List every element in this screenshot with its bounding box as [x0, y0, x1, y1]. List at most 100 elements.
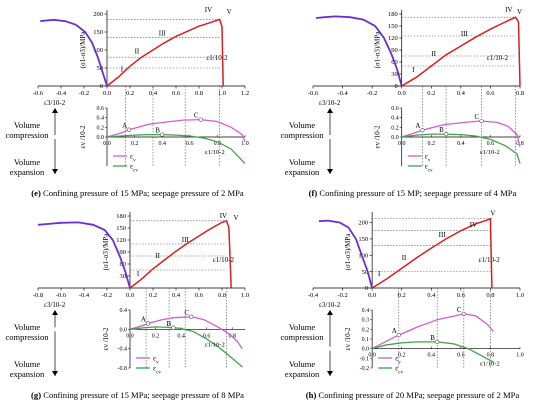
x-tick-label: -0.2	[79, 90, 89, 97]
vol-y-tick-label: 0.4	[120, 308, 128, 314]
legend-ev-label: εv	[425, 152, 431, 164]
chart-panel-f: -0.6 -0.4 -0.2 0.0 0.2 0.4 0.6 0.8 0 30 60 90 120 150…	[275, 0, 550, 202]
stage-label: IV	[470, 221, 477, 229]
axial-strain-curve	[106, 18, 224, 87]
vol-y-tick-label: 0.4	[97, 116, 105, 122]
y-axis-label: (σ1-σ3)/MPa	[344, 233, 352, 271]
y-tick-label: 0	[394, 83, 397, 90]
vol-y-tick-label: -0.1	[360, 356, 370, 362]
x-axis-label-right: ε1/10-2	[213, 256, 235, 264]
vol-x-tick-label: 0.0	[126, 333, 134, 339]
characteristic-point	[160, 132, 165, 137]
axial-strain-curve	[371, 217, 493, 289]
x-tick-label: -0.2	[102, 292, 112, 299]
vol-y-tick-label: 0.4	[362, 308, 370, 314]
x-axis-label-left: ε3/10-2	[44, 301, 66, 309]
caption-g: (g) Confining pressure of 15 MPa; seepag…	[31, 390, 244, 400]
vol-x-tick-label: 0.0	[398, 141, 406, 147]
chart-panel-h: -0.4 -0.2 0.0 0.2 0.4 0.6 0.8 1.0 0 50 100 150 200 (σ…	[275, 202, 550, 404]
legend-ev-label: εv	[153, 354, 159, 366]
expansion-arrowhead	[327, 169, 333, 174]
volumetric-strain-curve	[129, 316, 243, 350]
characteristic-point-label: A	[392, 327, 397, 335]
stage-label: II	[155, 252, 160, 260]
volume-compression-label: Volume compression	[5, 322, 49, 342]
x-tick-label: -0.4	[79, 292, 90, 299]
stage-label: II	[402, 254, 407, 262]
y-tick-label: 200	[358, 220, 368, 227]
volumetric-strain-curve	[371, 313, 494, 350]
crack-volumetric-strain-curve	[401, 133, 521, 164]
vol-y-tick-label: 0.4	[391, 116, 399, 122]
volume-compression-label: Volume compression	[280, 322, 324, 342]
vol-x-tick-label: 0.0	[103, 141, 111, 147]
vol-x-axis-label: ε1/10-2	[480, 361, 500, 368]
x-tick-label: 0.6	[195, 292, 204, 299]
volume-expansion-label: Volume expansion	[284, 359, 320, 379]
x-tick-label: 1.0	[218, 90, 226, 97]
vol-x-tick-label: 0.8	[487, 353, 495, 359]
axial-strain-curve	[401, 16, 521, 87]
stage-label: V	[490, 210, 495, 218]
characteristic-point	[171, 325, 176, 330]
vol-y-axis-label: εv /10-2	[344, 327, 352, 350]
vol-x-tick-label: 0.6	[186, 141, 194, 147]
characteristic-point	[198, 117, 203, 122]
vol-x-tick-label: 1.0	[241, 141, 249, 147]
characteristic-point-label: B	[155, 127, 160, 135]
characteristic-point	[461, 311, 466, 316]
vol-y-tick-label: 0.3	[362, 318, 370, 324]
x-tick-label: 0.4	[149, 90, 158, 97]
characteristic-point	[396, 333, 401, 338]
vol-y-tick-label: 0.2	[362, 327, 370, 333]
x-axis-label-left: ε3/10-2	[319, 99, 341, 107]
stage-label: IV	[505, 6, 512, 14]
chart-svg-h: -0.4 -0.2 0.0 0.2 0.4 0.6 0.8 1.0 0 50 100 150 200 (σ…	[308, 210, 524, 376]
vol-y-tick-label: 0.6	[97, 106, 105, 112]
x-tick-label: 1.0	[516, 292, 524, 299]
vol-y-tick-label: 0.2	[391, 125, 399, 131]
y-tick-label: 50	[362, 269, 369, 276]
x-tick-label: 0.8	[516, 90, 524, 97]
expansion-arrowhead	[52, 169, 58, 174]
vol-y-tick-label: -0.8	[118, 366, 128, 372]
characteristic-point	[479, 118, 484, 124]
characteristic-point-label: B	[166, 320, 171, 328]
compression-arrowhead	[327, 310, 333, 315]
vol-y-axis-label: εv /10-2	[102, 327, 110, 350]
vol-x-tick-label: 1.0	[516, 353, 524, 359]
legend-ev-label: εv	[130, 152, 136, 164]
volumetric-strain-curve	[106, 118, 246, 143]
caption-f: (f) Confining pressure of 15 MP; seepage…	[308, 188, 517, 198]
vol-y-tick-label: -0.2	[360, 366, 370, 372]
x-tick-label: -0.2	[337, 292, 347, 299]
y-tick-label: 0	[365, 285, 368, 292]
x-tick-label: 0.0	[398, 90, 406, 97]
stage-label: IV	[220, 212, 227, 220]
vol-y-tick-label: 0.0	[97, 135, 105, 141]
vol-x-axis-label: ε1/10-2	[480, 149, 500, 156]
legend-ev-label: εv	[395, 354, 401, 366]
stage-label: I	[412, 66, 415, 74]
vol-y-tick-label: 0.0	[391, 135, 399, 141]
vol-y-tick-label: 0.6	[391, 106, 399, 112]
x-tick-label: 1.0	[241, 292, 249, 299]
stage-label: III	[439, 231, 447, 239]
stage-label: III	[461, 30, 469, 38]
y-tick-label: 180	[388, 11, 398, 18]
characteristic-point-label: A	[122, 122, 127, 130]
x-axis-label-right: ε1/10-2	[487, 54, 509, 62]
stage-label: III	[159, 29, 167, 37]
compression-arrowhead	[52, 310, 58, 315]
x-tick-label: -0.4	[56, 90, 67, 97]
x-tick-label: 0.2	[126, 90, 134, 97]
expansion-arrowhead	[52, 371, 58, 376]
characteristic-point-label: A	[415, 122, 420, 130]
stage-label: I	[121, 65, 124, 73]
x-tick-label: -0.4	[308, 292, 319, 299]
x-tick-label: 0.4	[172, 292, 181, 299]
stage-label: IV	[205, 6, 212, 14]
y-tick-label: 100	[93, 47, 103, 54]
x-tick-label: 1.2	[241, 90, 249, 97]
x-tick-label: -0.6	[33, 90, 44, 97]
